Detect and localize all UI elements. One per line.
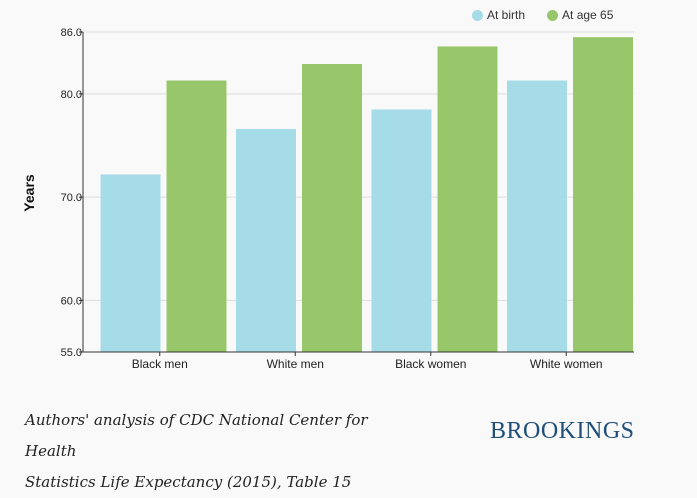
source-line-1: Authors' analysis of CDC National Center…: [25, 411, 368, 460]
y-tick-label: 70.0: [61, 192, 82, 204]
y-tick-label: 80.0: [61, 89, 82, 101]
legend-item-at-birth[interactable]: At birth: [472, 8, 525, 22]
bar-chart: 55.060.070.080.086.0 Black men White men B…: [61, 27, 634, 371]
bar-black-women-at-age-65[interactable]: [437, 46, 498, 353]
y-tick-label: 55.0: [61, 347, 82, 359]
bar-white-men-at-birth[interactable]: [236, 129, 296, 352]
y-axis-label: Years: [21, 174, 37, 212]
bar-white-women-at-age-65[interactable]: [573, 37, 633, 353]
legend: At birth At age 65: [472, 8, 613, 22]
bar-white-women-at-birth[interactable]: [507, 80, 567, 353]
source-line-2: Statistics Life Expectancy (2015), Table…: [25, 473, 352, 491]
legend-label-at-birth: At birth: [487, 8, 526, 22]
bars-group: [100, 37, 633, 353]
source-note: Authors' analysis of CDC National Center…: [25, 405, 395, 498]
legend-label-at-age-65: At age 65: [562, 8, 614, 22]
legend-swatch-at-birth: [472, 9, 483, 21]
x-tick-label-white-men: White men: [267, 357, 324, 371]
brookings-logo: BROOKINGS: [490, 418, 635, 444]
bar-white-men-at-age-65[interactable]: [302, 64, 362, 352]
legend-item-at-age-65[interactable]: At age 65: [547, 8, 613, 22]
x-tick-label-white-women: White women: [530, 357, 603, 371]
bar-black-women-at-birth[interactable]: [371, 109, 432, 352]
x-tick-label-black-men: Black men: [132, 357, 188, 371]
y-tick-label: 86.0: [61, 27, 82, 39]
axes: [82, 32, 634, 353]
legend-swatch-at-age-65: [547, 9, 559, 21]
x-tick-label-black-women: Black women: [395, 357, 466, 371]
y-tick-labels: 55.0 60.0 70.0 80.0 86.0: [61, 27, 82, 359]
bar-black-men-at-age-65[interactable]: [166, 80, 227, 353]
bar-black-men-at-birth[interactable]: [100, 174, 161, 352]
x-tick-labels: Black men White men Black women White women: [132, 352, 603, 371]
y-tick-label: 60.0: [61, 295, 82, 307]
